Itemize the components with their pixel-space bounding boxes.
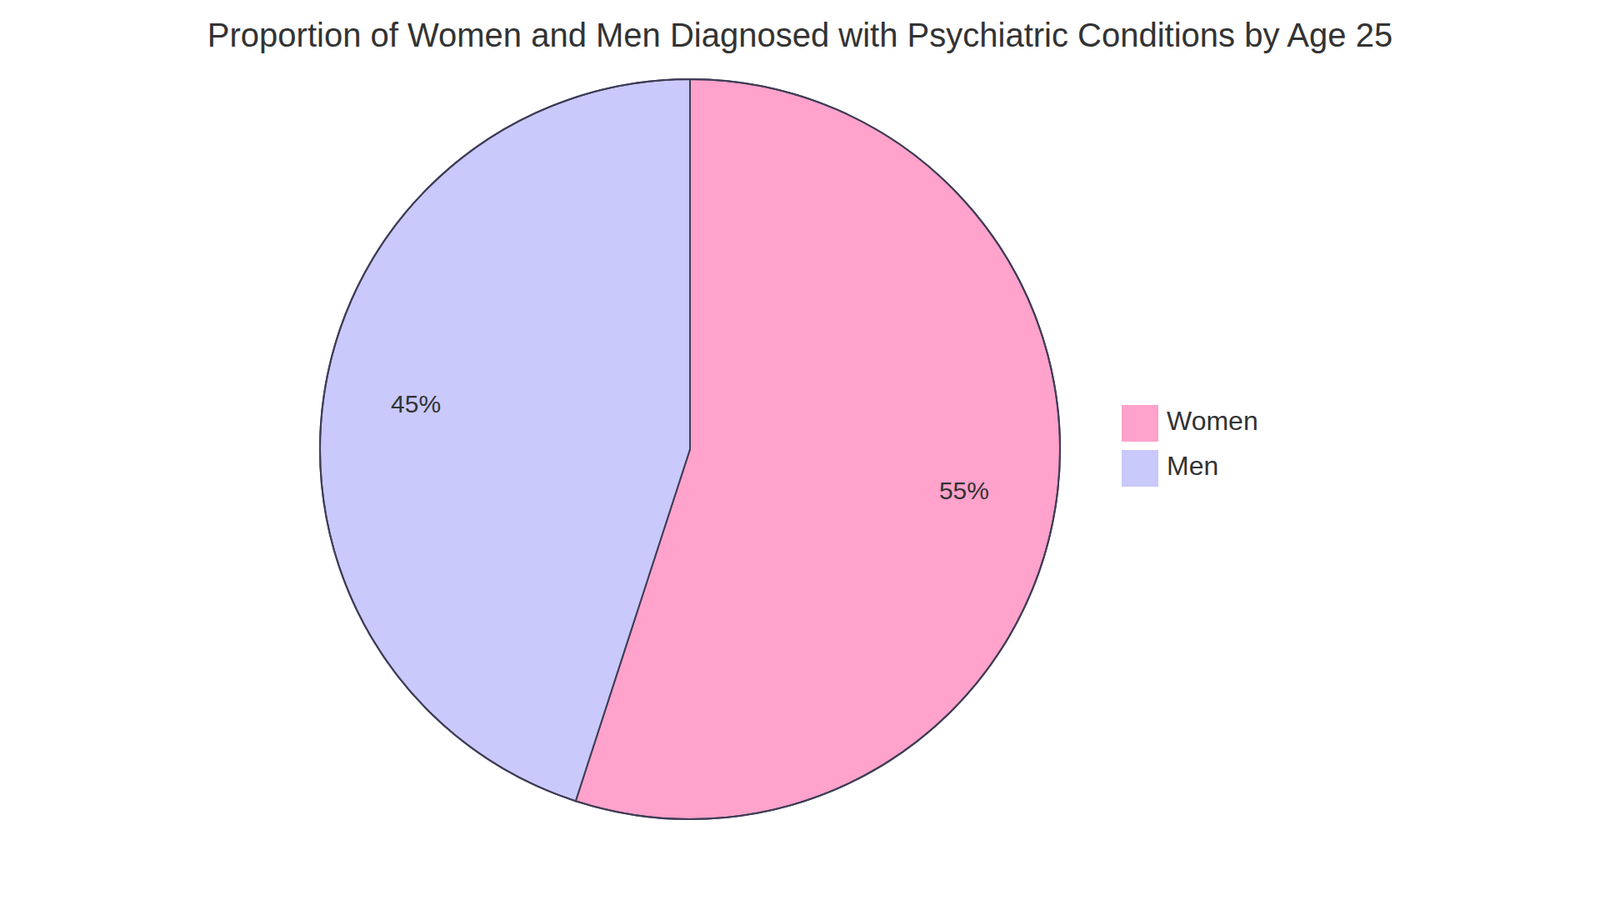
legend: Women Men [1121, 405, 1259, 487]
chart: Proportion of Women and Men Diagnosed wi… [0, 0, 1600, 900]
slices [320, 79, 1060, 820]
pie-outline [320, 79, 1060, 820]
data-label: 55% [939, 476, 990, 505]
data-label: 45% [390, 390, 441, 418]
legend-label: Women [1166, 405, 1259, 436]
title: Proportion of Women and Men Diagnosed wi… [207, 16, 1393, 54]
legend-swatch [1121, 450, 1159, 487]
pie-slice [320, 79, 690, 801]
legend-swatch [1121, 405, 1159, 442]
legend-label: Men [1166, 450, 1219, 481]
